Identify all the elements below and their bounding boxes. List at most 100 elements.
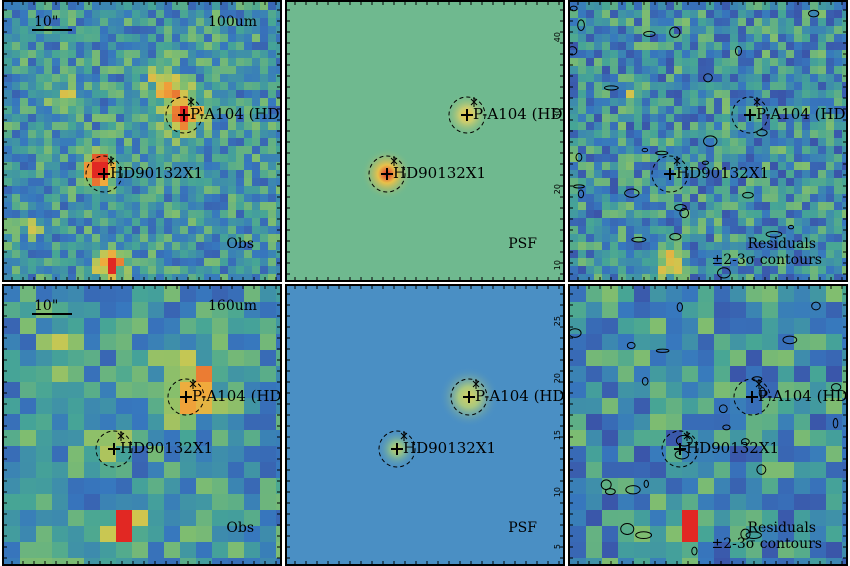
panel-label: Residuals [748,236,816,252]
psf-160um-panel: P-A104 (HD HD90132X1 25 20 15 10 5 PSF [285,284,565,566]
source-circle-pa104 [450,378,488,416]
source-circle-hd90132x1 [85,155,123,193]
asterisk-marker [470,97,478,107]
source-label-pa104: P-A104 (HD [190,105,280,123]
contour-note: ±2-3σ contours [711,252,822,268]
psf-100um-image: P-A104 (HD HD90132X1 40 30 20 10 PSF [287,2,563,280]
source-label-hd90132x1: HD90132X1 [403,439,496,457]
axis-tick-label: 25 [553,316,562,326]
residuals-160um-image: P-A104 (HD HD90132X1 Residuals±2-3σ contou… [570,286,846,564]
residuals-100um-image: P-A104 (HD HD90132X1 Residuals±2-3σ contou… [570,2,846,280]
asterisk-marker [683,431,691,441]
source-label-pa104: P-A104 (HD [756,105,846,123]
pixel-grid [570,2,846,280]
psf-background [287,2,563,280]
source-circle-hd90132x1 [661,430,699,468]
source-label-pa104: P-A104 (HD [758,387,846,405]
scale-bar-label: 10" [34,14,58,30]
psf-background [287,286,563,564]
axis-ticks: 40 30 20 10 [287,2,563,280]
asterisk-marker [189,379,197,389]
source-label-pa104: P-A104 (HD [192,387,280,405]
panel-label: Residuals [748,520,816,536]
source-circle-pa104 [731,96,769,134]
source-circle-pa104 [165,96,203,134]
source-markers: P-A104 (HD HD90132X1 [651,96,846,193]
source-markers: P-A104 (HD HD90132X1 [95,378,280,468]
axis-ticks [570,286,846,564]
cross-marker [664,168,676,180]
source-label-hd90132x1: HD90132X1 [676,164,769,182]
source-circle-hd90132x1 [95,430,133,468]
source-label-hd90132x1: HD90132X1 [110,164,203,182]
source-markers: P-A104 (HD HD90132X1 [661,378,846,468]
source-markers: P-A104 (HD HD90132X1 [368,96,563,193]
pixel-grid [4,286,280,564]
source-circle-hd90132x1 [651,155,689,193]
axis-tick-label: 5 [553,544,562,549]
obs-100um-panel: P-A104 (HD HD90132X1 10" 100um Obs [2,0,282,282]
axis-tick-label: 20 [553,373,562,383]
axis-tick-label: 10 [553,487,562,497]
cross-marker [674,443,686,455]
source-circle-hd90132x1 [368,155,406,193]
asterisk-marker [390,156,398,166]
cross-marker [744,109,756,121]
asterisk-marker [187,97,195,107]
axis-tick-label: 15 [553,430,562,440]
panel-label: Obs [226,236,254,252]
cross-marker [463,391,475,403]
cross-marker [381,168,393,180]
source-markers: P-A104 (HD HD90132X1 [85,96,280,193]
pixel-grid [4,2,280,280]
residuals-160um-panel: P-A104 (HD HD90132X1 Residuals ±2-3σ contou… [568,284,848,566]
asterisk-marker [755,379,763,389]
cross-marker [746,391,758,403]
cross-marker [391,443,403,455]
cross-marker [178,109,190,121]
source-label-pa104: P-A104 (HD [475,387,563,405]
cross-marker [461,109,473,121]
cross-marker [180,391,192,403]
asterisk-marker [472,379,480,389]
axis-tick-label: 30 [553,108,562,118]
axis-tick-label: 10 [553,260,562,270]
asterisk-marker [107,156,115,166]
asterisk-marker [673,156,681,166]
scale-bar-label: 10" [34,298,58,314]
asterisk-marker [117,431,125,441]
source-markers: P-A104 (HD HD90132X1 [378,378,563,468]
source-label-hd90132x1: HD90132X1 [120,439,213,457]
residual-contours [570,5,820,279]
panel-label: Obs [226,520,254,536]
source-circle-pa104 [167,378,205,416]
source-label-hd90132x1: HD90132X1 [686,439,779,457]
obs-160um-panel: P-A104 (HD HD90132X1 10" 160um Obs [2,284,282,566]
cross-marker [108,443,120,455]
obs-160um-image: P-A104 (HD HD90132X1 10" 160um Obs [4,286,280,564]
axis-ticks [4,2,280,280]
residuals-100um-panel: P-A104 (HD HD90132X1 Residuals ±2-3σ contou… [568,0,848,282]
source-label-pa104: P-A104 (HD [473,105,563,123]
source-circle-pa104 [733,378,771,416]
asterisk-marker [753,97,761,107]
axis-ticks [570,2,846,280]
residual-contours [570,301,842,556]
axis-ticks: 25 20 15 10 5 [287,286,563,564]
band-label: 100um [208,14,257,30]
contour-note: ±2-3σ contours [711,536,822,552]
axis-tick-label: 40 [553,32,562,42]
source-circle-hd90132x1 [378,430,416,468]
cross-marker [98,168,110,180]
axis-ticks [4,286,280,564]
source-label-hd90132x1: HD90132X1 [393,164,486,182]
asterisk-marker [400,431,408,441]
psf-160um-image: P-A104 (HD HD90132X1 25 20 15 10 5 PSF [287,286,563,564]
band-label: 160um [208,298,257,314]
panel-label: PSF [508,236,537,252]
axis-tick-label: 20 [553,184,562,194]
psf-100um-panel: P-A104 (HD HD90132X1 40 30 20 10 PSF [285,0,565,282]
obs-100um-image: P-A104 (HD HD90132X1 10" 100um Obs [4,2,280,280]
panel-label: PSF [508,520,537,536]
source-circle-pa104 [448,96,486,134]
